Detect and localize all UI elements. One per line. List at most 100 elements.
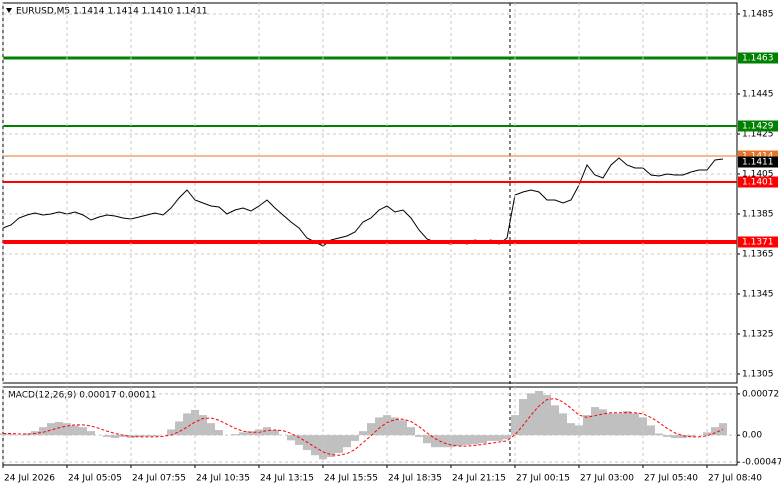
histogram-bar bbox=[407, 427, 415, 436]
histogram-bar bbox=[687, 435, 695, 437]
histogram-bar bbox=[471, 435, 479, 445]
x-tick-label: 24 Jul 2026 bbox=[4, 474, 55, 484]
histogram-bar bbox=[535, 391, 543, 436]
histogram-bar bbox=[183, 413, 191, 436]
histogram-bar bbox=[719, 423, 727, 436]
histogram-bar bbox=[359, 431, 367, 436]
histogram-bar bbox=[215, 430, 223, 436]
signal-line bbox=[3, 397, 724, 456]
histogram-bar bbox=[623, 411, 631, 436]
histogram-bar bbox=[703, 432, 711, 436]
y-tick-label: 1.1385 bbox=[742, 210, 774, 220]
histogram-bar bbox=[663, 435, 671, 437]
histogram-bar bbox=[679, 435, 687, 439]
x-tick-label: 24 Jul 13:15 bbox=[260, 474, 314, 484]
price-panel bbox=[2, 2, 738, 384]
x-tick-label: 27 Jul 05:40 bbox=[644, 474, 698, 484]
histogram-bar bbox=[151, 435, 159, 437]
y-tick-label: 1.1325 bbox=[742, 330, 774, 340]
histogram-bar bbox=[399, 420, 407, 436]
histogram-bar bbox=[463, 435, 471, 445]
level-label: 1.1371 bbox=[742, 238, 774, 248]
x-tick-label: 24 Jul 05:05 bbox=[68, 474, 122, 484]
histogram-bar bbox=[431, 435, 439, 448]
level-label: 1.1463 bbox=[742, 54, 774, 64]
histogram-bar bbox=[263, 427, 271, 436]
histogram-bar bbox=[559, 413, 567, 436]
histogram-bar bbox=[207, 423, 215, 436]
histogram-bar bbox=[0, 433, 7, 436]
histogram-bar bbox=[7, 434, 15, 436]
histogram-bar bbox=[503, 435, 511, 440]
histogram-bar bbox=[543, 395, 551, 436]
y-tick-label: 1.1365 bbox=[742, 250, 774, 260]
x-tick-label: 27 Jul 03:00 bbox=[580, 474, 634, 484]
histogram-bar bbox=[711, 427, 719, 436]
histogram-bar bbox=[239, 432, 247, 436]
level-label-box bbox=[738, 236, 778, 248]
histogram-bar bbox=[23, 433, 31, 436]
y-tick-label: 1.1485 bbox=[742, 10, 774, 20]
y-tick-label: 1.1425 bbox=[742, 130, 774, 140]
histogram-bar bbox=[495, 435, 503, 441]
histogram-bar bbox=[487, 435, 495, 441]
histogram-bar bbox=[287, 435, 295, 441]
histogram-bar bbox=[567, 423, 575, 436]
level-label-box bbox=[738, 176, 778, 188]
histogram-bar bbox=[271, 430, 279, 436]
macd-title: MACD(12,26,9) 0.00017 0.00011 bbox=[8, 391, 157, 401]
histogram-bar bbox=[247, 431, 255, 436]
histogram-bar bbox=[47, 423, 55, 436]
x-tick-label: 24 Jul 10:35 bbox=[196, 474, 250, 484]
y-tick-label: 0.00072 bbox=[742, 389, 779, 399]
histogram-bar bbox=[79, 427, 87, 436]
histogram-bar bbox=[119, 435, 127, 437]
histogram-bar bbox=[439, 435, 447, 448]
y-tick-label: 1.1305 bbox=[742, 370, 774, 380]
menu-arrow bbox=[6, 8, 12, 13]
y-tick-label: 1.1345 bbox=[742, 290, 774, 300]
histogram-bar bbox=[111, 435, 119, 439]
histogram-bar bbox=[231, 434, 239, 436]
histogram-bar bbox=[175, 421, 183, 436]
histogram-bar bbox=[599, 409, 607, 436]
histogram-bar bbox=[167, 429, 175, 436]
level-label-box bbox=[738, 150, 778, 162]
histogram-bar bbox=[519, 399, 527, 436]
x-tick-label: 24 Jul 15:55 bbox=[324, 474, 378, 484]
y-tick-label: -0.00047 bbox=[742, 458, 781, 468]
histogram-bar bbox=[71, 425, 79, 436]
x-tick-label: 24 Jul 07:55 bbox=[132, 474, 186, 484]
histogram-bar bbox=[343, 435, 351, 448]
histogram-bar bbox=[655, 433, 663, 436]
level-label-box bbox=[738, 120, 778, 132]
histogram-bar bbox=[135, 435, 143, 437]
histogram-bar bbox=[367, 423, 375, 436]
histogram-bar bbox=[103, 435, 111, 437]
price-line bbox=[2, 157, 724, 247]
level-label: 1.1411 bbox=[742, 158, 774, 168]
histogram-bar bbox=[551, 405, 559, 436]
histogram-bar bbox=[351, 435, 359, 441]
histogram-bar bbox=[631, 413, 639, 436]
level-label-box bbox=[738, 156, 778, 168]
chart-title: EURUSD,M5 1.1414 1.1414 1.1410 1.1411 bbox=[16, 7, 208, 17]
histogram-bar bbox=[607, 413, 615, 436]
histogram-bar bbox=[647, 425, 655, 436]
histogram-bar bbox=[423, 435, 431, 444]
histogram-bar bbox=[591, 407, 599, 436]
level-label-box bbox=[738, 52, 778, 64]
histogram-bar bbox=[311, 435, 319, 456]
histogram-bar bbox=[327, 435, 335, 457]
histogram-bar bbox=[615, 413, 623, 436]
histogram-bar bbox=[55, 421, 63, 436]
histogram-bar bbox=[479, 435, 487, 444]
histogram-bar bbox=[639, 417, 647, 436]
histogram-bar bbox=[415, 435, 423, 437]
level-label: 1.1429 bbox=[742, 122, 774, 132]
histogram-bar bbox=[671, 435, 679, 439]
level-label: 1.1401 bbox=[742, 178, 774, 188]
x-tick-label: 27 Jul 00:15 bbox=[516, 474, 570, 484]
x-tick-label: 27 Jul 08:40 bbox=[708, 474, 762, 484]
